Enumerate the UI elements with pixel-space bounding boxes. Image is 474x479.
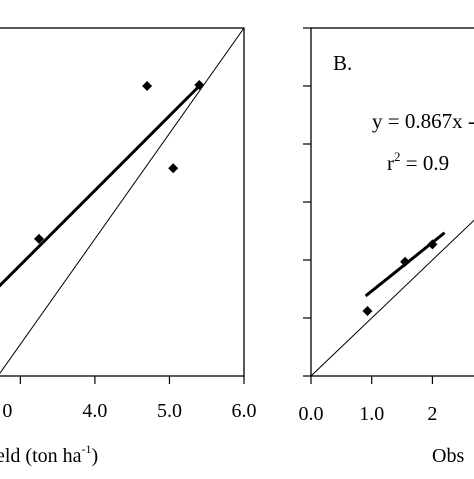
panel-a-x-tick-label: 6.0 <box>232 400 257 422</box>
panel-b: 0.0 1.0 2 <box>299 28 474 425</box>
panel-b-xlabel: Obs <box>432 445 464 467</box>
panel-b-frame <box>311 28 474 376</box>
panel-a-one-to-one-line <box>0 28 244 376</box>
panel-b-x-tick-label: 0.0 <box>299 403 324 425</box>
panel-b-label: B. <box>333 51 352 75</box>
panel-b-plot-area <box>311 28 474 376</box>
panel-b-data-point <box>362 306 372 316</box>
panel-b-x-tick-label: 1.0 <box>359 403 384 425</box>
panel-a-plot-area <box>0 28 244 376</box>
panel-a-data-point <box>142 81 152 91</box>
panel-a-x-tick-label-partial: 0 <box>2 400 12 422</box>
panel-b-equation: y = 0.867x - <box>372 109 474 133</box>
panel-b-one-to-one-line <box>311 28 474 376</box>
panel-b-r2: r2 = 0.9 <box>387 149 449 175</box>
panel-a-xlabel: eld (ton ha-1) <box>0 442 98 467</box>
panel-b-x-tick-label: 2 <box>427 403 437 425</box>
panel-a-x-tick-label: 4.0 <box>82 400 107 422</box>
panel-a: 4.0 5.0 6.0 0 <box>0 28 257 422</box>
panel-a-x-tick-label: 5.0 <box>157 400 182 422</box>
panel-a-fit-line <box>0 86 199 287</box>
panel-a-data-point <box>168 163 178 173</box>
